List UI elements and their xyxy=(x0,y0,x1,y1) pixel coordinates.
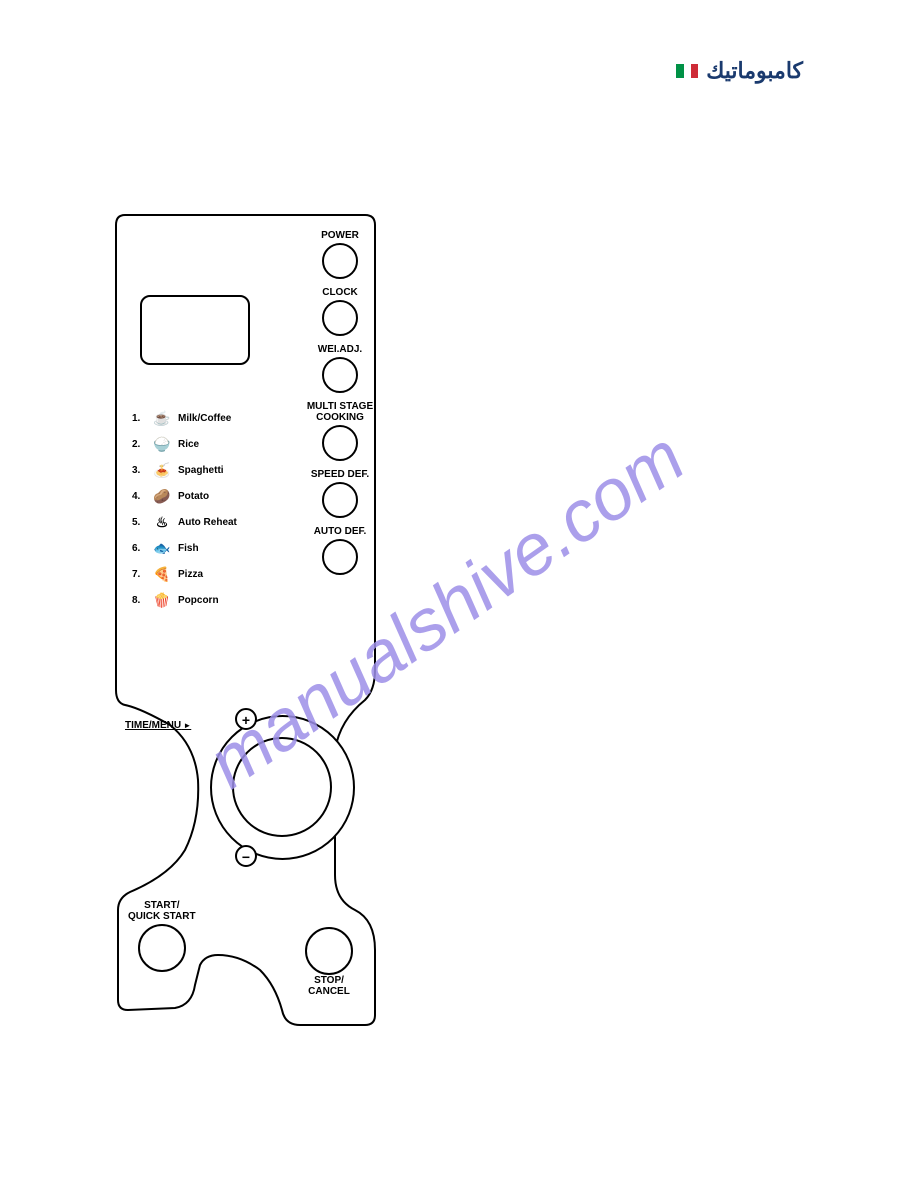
menu-item: 1. ☕ Milk/Coffee xyxy=(132,410,292,426)
menu-label: Rice xyxy=(178,439,199,450)
menu-icon: 🍿 xyxy=(152,592,172,608)
menu-number: 2. xyxy=(132,439,146,450)
dial-inner-ring xyxy=(232,737,332,837)
button-group: POWER xyxy=(305,230,375,279)
menu-item: 7. 🍕 Pizza xyxy=(132,566,292,582)
button-group: AUTO DEF. xyxy=(305,526,375,575)
start-button[interactable] xyxy=(138,924,186,972)
button-label: CLOCK xyxy=(305,287,375,298)
dial-knob[interactable]: + − xyxy=(205,710,360,865)
menu-number: 8. xyxy=(132,595,146,606)
menu-icon: 🥔 xyxy=(152,488,172,504)
menu-number: 5. xyxy=(132,517,146,528)
menu-icon: 🍕 xyxy=(152,566,172,582)
button-label: MULTI STAGECOOKING xyxy=(305,401,375,423)
menu-item: 3. 🍝 Spaghetti xyxy=(132,462,292,478)
menu-label: Milk/Coffee xyxy=(178,413,231,424)
button-group: SPEED DEF. xyxy=(305,469,375,518)
menu-icon: 🍝 xyxy=(152,462,172,478)
clockbutton[interactable] xyxy=(322,300,358,336)
time-menu-label: TIME/MENU xyxy=(125,720,191,731)
button-label: WEI.ADJ. xyxy=(305,344,375,355)
menu-label: Spaghetti xyxy=(178,465,224,476)
stop-button-group: STOP/CANCEL xyxy=(305,925,353,997)
powerbutton[interactable] xyxy=(322,243,358,279)
minus-icon: − xyxy=(235,845,257,867)
menu-number: 7. xyxy=(132,569,146,580)
menu-label: Popcorn xyxy=(178,595,219,606)
italy-flag-icon xyxy=(676,64,698,78)
menu-label: Pizza xyxy=(178,569,203,580)
menu-item: 8. 🍿 Popcorn xyxy=(132,592,292,608)
button-label: SPEED DEF. xyxy=(305,469,375,480)
microwave-control-panel: POWER CLOCK WEI.ADJ. MULTI STAGECOOKING SPEE… xyxy=(110,210,380,1030)
multi-stage-cookingbutton[interactable] xyxy=(322,425,358,461)
menu-icon: 🍚 xyxy=(152,436,172,452)
button-group: MULTI STAGECOOKING xyxy=(305,401,375,461)
brand-header: كامبوماتيك xyxy=(676,58,803,84)
button-group: WEI.ADJ. xyxy=(305,344,375,393)
menu-icon: 🐟 xyxy=(152,540,172,556)
speed-def-button[interactable] xyxy=(322,482,358,518)
menu-item: 6. 🐟 Fish xyxy=(132,540,292,556)
stop-label: STOP/CANCEL xyxy=(305,975,353,997)
menu-item: 2. 🍚 Rice xyxy=(132,436,292,452)
plus-icon: + xyxy=(235,708,257,730)
brand-text: كامبوماتيك xyxy=(706,58,803,84)
right-button-column: POWER CLOCK WEI.ADJ. MULTI STAGECOOKING SPEE… xyxy=(305,230,375,583)
menu-label: Fish xyxy=(178,543,199,554)
button-group: CLOCK xyxy=(305,287,375,336)
menu-label: Auto Reheat xyxy=(178,517,237,528)
menu-number: 6. xyxy=(132,543,146,554)
auto-menu-list: 1. ☕ Milk/Coffee 2. 🍚 Rice 3. 🍝 Spaghetti 4. 🥔 Pota… xyxy=(132,410,292,618)
stop-button[interactable] xyxy=(305,927,353,975)
menu-item: 4. 🥔 Potato xyxy=(132,488,292,504)
auto-def-button[interactable] xyxy=(322,539,358,575)
menu-label: Potato xyxy=(178,491,209,502)
start-button-group: START/QUICK START xyxy=(128,900,196,972)
button-label: POWER xyxy=(305,230,375,241)
lcd-display xyxy=(140,295,250,365)
menu-number: 4. xyxy=(132,491,146,502)
menu-number: 3. xyxy=(132,465,146,476)
start-label: START/QUICK START xyxy=(128,900,196,922)
button-label: AUTO DEF. xyxy=(305,526,375,537)
menu-number: 1. xyxy=(132,413,146,424)
menu-icon: ♨ xyxy=(152,514,172,530)
wei-adj-button[interactable] xyxy=(322,357,358,393)
menu-item: 5. ♨ Auto Reheat xyxy=(132,514,292,530)
menu-icon: ☕ xyxy=(152,410,172,426)
